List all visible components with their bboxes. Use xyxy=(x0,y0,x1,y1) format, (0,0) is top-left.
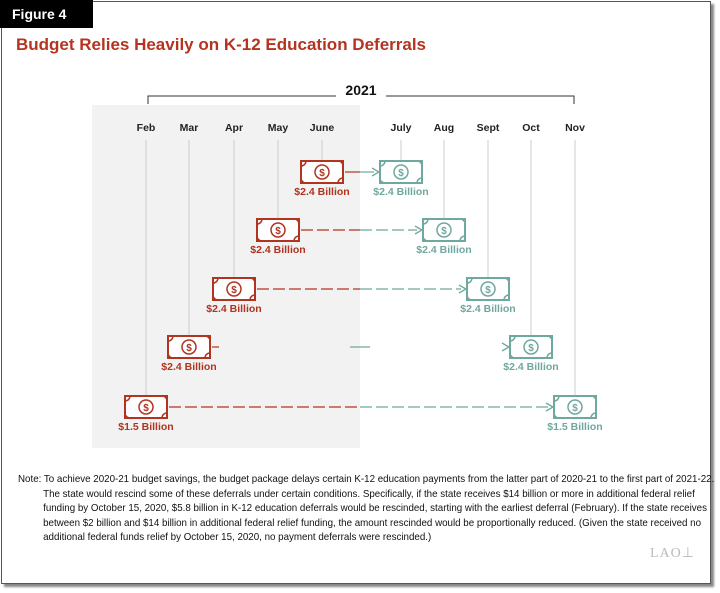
svg-text:$: $ xyxy=(186,343,192,354)
deferred-amount: $2.4 Billion xyxy=(250,244,305,256)
month-label: Aug xyxy=(434,122,454,134)
deferred-amount: $2.4 Billion xyxy=(206,303,261,315)
month-label: Sept xyxy=(477,122,500,134)
figure-label: Figure 4 xyxy=(0,0,93,28)
svg-text:$: $ xyxy=(485,285,491,296)
dollar-bill-icon: $ xyxy=(553,395,597,419)
dollar-bill-icon: $ xyxy=(422,218,466,242)
repaid-amount: $1.5 Billion xyxy=(547,421,602,433)
month-label: Oct xyxy=(522,122,540,134)
dollar-bill-icon: $ xyxy=(300,160,344,184)
note: Note: To achieve 2020-21 budget savings,… xyxy=(18,473,715,543)
month-label: Nov xyxy=(565,122,585,134)
svg-text:$: $ xyxy=(143,403,149,414)
svg-text:$: $ xyxy=(398,168,404,179)
dollar-bill-icon: $ xyxy=(466,277,510,301)
dollar-bill-icon: $ xyxy=(212,277,256,301)
dollar-bill-icon: $ xyxy=(256,218,300,242)
svg-text:$: $ xyxy=(528,343,534,354)
dollar-bill-icon: $ xyxy=(379,160,423,184)
svg-text:$: $ xyxy=(441,226,447,237)
svg-text:$: $ xyxy=(231,285,237,296)
dollar-bill-icon: $ xyxy=(124,395,168,419)
lao-logo: LAO⊥ xyxy=(650,546,695,561)
month-label: Feb xyxy=(137,122,156,134)
arrow-head xyxy=(501,342,511,352)
svg-text:$: $ xyxy=(319,168,325,179)
deferred-amount: $2.4 Billion xyxy=(294,186,349,198)
repaid-amount: $2.4 Billion xyxy=(503,361,558,373)
dollar-bill-icon: $ xyxy=(509,335,553,359)
repaid-amount: $2.4 Billion xyxy=(416,244,471,256)
deferred-amount: $1.5 Billion xyxy=(118,421,173,433)
month-label: June xyxy=(310,122,335,134)
deferred-amount: $2.4 Billion xyxy=(161,361,216,373)
year-label: 2021 xyxy=(345,82,376,98)
svg-text:$: $ xyxy=(275,226,281,237)
month-label: July xyxy=(390,122,411,134)
deferral-diagram: 2021 Feb Mar Apr May June July Aug Sept Oct Nov $ $ $… xyxy=(92,82,603,448)
repaid-amount: $2.4 Billion xyxy=(460,303,515,315)
svg-text:$: $ xyxy=(572,403,578,414)
month-label: Mar xyxy=(180,122,199,134)
month-label: May xyxy=(268,122,289,134)
month-label: Apr xyxy=(225,122,243,134)
dollar-bill-icon: $ xyxy=(167,335,211,359)
figure-title: Budget Relies Heavily on K-12 Education … xyxy=(16,35,427,54)
repaid-amount: $2.4 Billion xyxy=(373,186,428,198)
